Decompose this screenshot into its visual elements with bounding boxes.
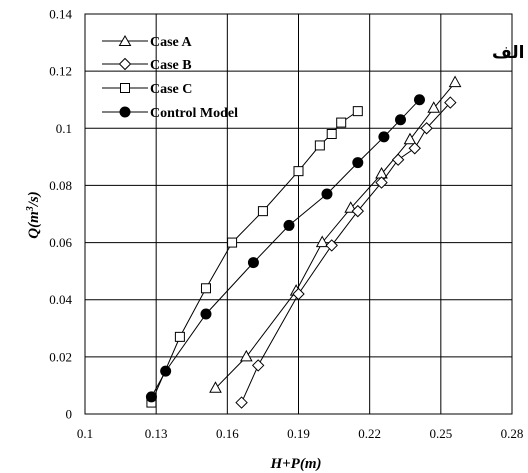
data-point-case-b xyxy=(235,396,248,409)
legend-marker-diamond xyxy=(118,57,132,71)
legend-entry-case-a: Case A xyxy=(102,35,193,50)
x-tick-label: 0.25 xyxy=(429,426,452,441)
data-point-control-model xyxy=(145,391,157,403)
grid-lines xyxy=(85,14,512,414)
data-point-case-b xyxy=(292,287,305,301)
data-point-case-b xyxy=(351,204,365,218)
y-axis-title-base: Q(m xyxy=(26,211,42,239)
data-point-case-a xyxy=(209,381,222,393)
data-point-case-c xyxy=(257,206,268,217)
legend-entry-control-model: Control Model xyxy=(102,106,238,121)
data-point-control-model xyxy=(395,114,407,126)
legend-label-case-a: Case A xyxy=(150,35,193,50)
series-group xyxy=(145,75,462,409)
x-tick-label: 0.19 xyxy=(287,426,310,441)
x-tick-label: 0.22 xyxy=(358,426,381,441)
y-axis-title: Q(m3/s) xyxy=(25,191,43,239)
legend-marker-square xyxy=(120,83,130,93)
data-point-case-c xyxy=(314,140,325,151)
data-point-case-c xyxy=(293,166,304,177)
data-point-control-model xyxy=(247,257,259,269)
y-tick-label: 0.04 xyxy=(49,292,72,307)
legend-entry-case-c: Case C xyxy=(102,82,192,97)
y-tick-label: 0.08 xyxy=(49,178,72,193)
y-tick-label: 0.06 xyxy=(49,235,72,250)
data-point-case-a xyxy=(403,132,417,145)
y-axis-title-tail: /s) xyxy=(26,191,42,207)
corner-label: الف xyxy=(492,43,524,63)
data-point-case-b xyxy=(391,153,405,166)
x-tick-label: 0.13 xyxy=(145,426,168,441)
data-point-case-b xyxy=(420,122,433,135)
data-point-control-model xyxy=(160,365,172,377)
data-point-control-model xyxy=(352,157,364,169)
data-point-case-b xyxy=(251,359,265,372)
legend: Case A Case B Case C Control Model xyxy=(102,35,238,121)
x-tick-label: 0.16 xyxy=(216,426,239,441)
legend-marker-circle xyxy=(119,106,131,118)
data-point-control-model xyxy=(413,94,425,106)
data-point-case-b xyxy=(408,142,421,155)
series-case-a xyxy=(209,75,462,393)
data-point-case-b xyxy=(444,96,457,109)
y-tick-label: 0.02 xyxy=(49,349,72,364)
series-control-model xyxy=(145,94,425,403)
data-point-case-b xyxy=(375,176,388,189)
legend-label-case-c: Case C xyxy=(150,82,192,97)
series-line-control-model xyxy=(150,99,420,398)
data-point-case-a xyxy=(315,235,329,248)
series-case-b xyxy=(235,96,457,409)
legend-marker-triangle xyxy=(118,35,132,46)
plot-area-frame xyxy=(84,13,513,415)
y-axis-title-superscript: 3 xyxy=(25,206,36,212)
data-point-case-a xyxy=(239,349,253,362)
y-tick-label: 0 xyxy=(66,407,73,422)
data-point-case-a xyxy=(427,101,441,113)
legend-label-case-b: Case B xyxy=(150,58,192,73)
x-tick-label: 0.1 xyxy=(77,426,93,441)
data-point-control-model xyxy=(321,188,333,200)
data-point-control-model xyxy=(200,308,212,320)
data-point-case-c xyxy=(352,106,363,117)
series-line-case-b xyxy=(241,102,451,403)
legend-entry-case-b: Case B xyxy=(102,57,192,73)
data-point-case-c xyxy=(174,331,185,342)
data-point-control-model xyxy=(283,219,295,231)
data-point-case-b xyxy=(325,239,338,252)
data-point-control-model xyxy=(378,131,390,143)
data-point-case-c xyxy=(200,283,211,294)
data-point-case-a xyxy=(448,75,462,88)
series-case-c xyxy=(146,106,363,408)
data-point-case-c xyxy=(326,129,337,139)
legend-label-control-model: Control Model xyxy=(150,106,238,121)
y-tick-label: 0.14 xyxy=(49,7,72,22)
data-point-case-c xyxy=(336,117,347,128)
tick-labels: 0.1 0.13 0.16 0.19 0.22 0.25 0.28 0 0.02 0.04 0.06… xyxy=(49,7,523,442)
y-tick-label: 0.12 xyxy=(49,64,72,79)
y-tick-label: 0.1 xyxy=(56,121,72,136)
series-line-case-c xyxy=(150,110,359,403)
data-point-case-c xyxy=(227,237,238,248)
x-tick-label: 0.28 xyxy=(501,426,524,441)
x-axis-title: H+P(m) xyxy=(269,456,321,472)
